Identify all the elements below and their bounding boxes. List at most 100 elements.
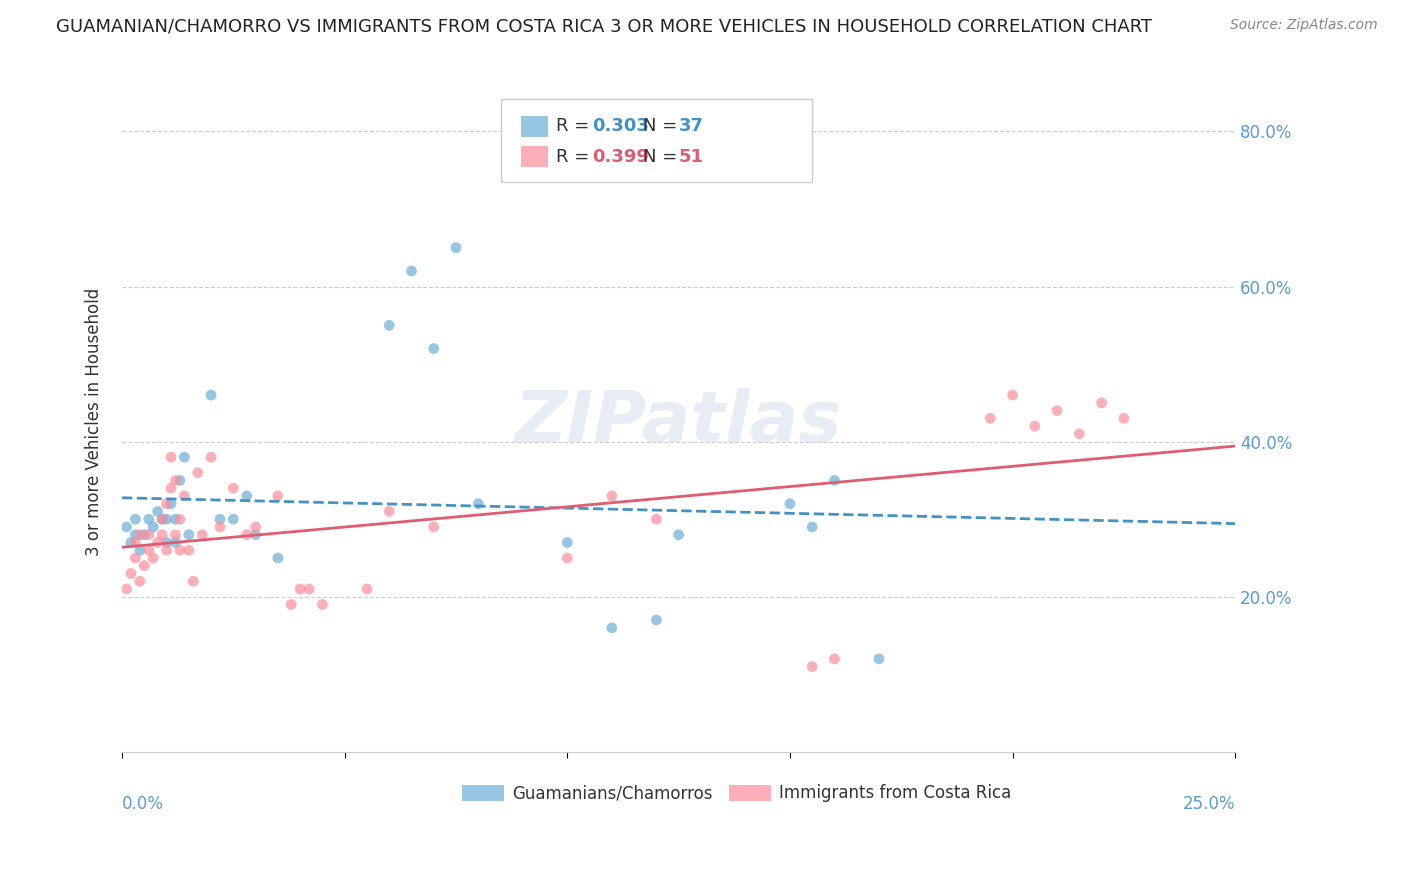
Point (146, 535, 169, 549)
Point (165, 527, 187, 541)
Point (1046, 403, 1069, 417)
Text: 0.399: 0.399 (592, 147, 648, 166)
Point (191, 527, 214, 541)
Point (298, 582, 321, 596)
Y-axis label: 3 or more Vehicles in Household: 3 or more Vehicles in Household (86, 288, 103, 557)
Text: R =: R = (557, 147, 595, 166)
Point (600, 621, 623, 635)
Point (124, 512, 146, 526)
Point (979, 411, 1001, 425)
Point (177, 543, 200, 558)
Point (200, 450, 222, 465)
Point (169, 543, 191, 558)
Point (128, 543, 150, 558)
Point (165, 512, 187, 526)
Point (422, 342, 444, 356)
Point (150, 512, 173, 526)
Point (138, 512, 160, 526)
Point (1112, 411, 1135, 425)
Point (173, 489, 195, 503)
Point (222, 512, 245, 526)
Point (150, 512, 173, 526)
Point (169, 512, 191, 526)
Point (824, 474, 846, 488)
Point (146, 504, 169, 518)
Point (160, 497, 183, 511)
Point (444, 241, 467, 255)
Point (177, 527, 200, 541)
Point (124, 551, 146, 566)
Point (645, 512, 668, 526)
Point (134, 558, 156, 573)
Point (165, 535, 187, 549)
Point (169, 474, 191, 488)
Point (668, 527, 690, 541)
Point (165, 474, 187, 488)
Point (124, 527, 146, 541)
Point (200, 388, 222, 402)
Point (555, 535, 578, 549)
Point (356, 582, 378, 596)
Point (142, 520, 165, 534)
Point (267, 489, 290, 503)
Point (245, 520, 267, 534)
Point (120, 535, 142, 549)
Point (128, 574, 150, 589)
Point (222, 481, 245, 495)
Point (150, 527, 173, 541)
Point (235, 527, 257, 541)
Point (801, 659, 824, 673)
Point (1024, 419, 1046, 434)
Point (160, 481, 183, 495)
Text: 0.303: 0.303 (592, 117, 648, 136)
Point (142, 551, 165, 566)
Point (779, 497, 801, 511)
Point (378, 504, 401, 518)
Text: 0.0%: 0.0% (122, 795, 165, 813)
Point (155, 512, 177, 526)
Point (134, 527, 156, 541)
Text: 25.0%: 25.0% (1182, 795, 1236, 813)
Point (868, 652, 890, 666)
Text: 51: 51 (679, 147, 703, 166)
Point (155, 535, 177, 549)
Point (115, 582, 138, 596)
Point (173, 450, 195, 465)
Point (1001, 388, 1024, 402)
FancyBboxPatch shape (520, 146, 548, 167)
Point (245, 527, 267, 541)
FancyBboxPatch shape (501, 99, 813, 182)
Point (311, 598, 333, 612)
Text: R =: R = (557, 117, 595, 136)
Point (467, 497, 489, 511)
Point (155, 497, 177, 511)
Point (422, 520, 444, 534)
Point (187, 466, 209, 480)
Point (378, 318, 401, 333)
FancyBboxPatch shape (520, 116, 548, 136)
Point (115, 520, 138, 534)
Point (1091, 396, 1114, 410)
Point (824, 652, 846, 666)
Point (160, 450, 183, 465)
Point (288, 582, 311, 596)
Point (235, 489, 257, 503)
Text: Source: ZipAtlas.com: Source: ZipAtlas.com (1230, 18, 1378, 32)
Point (600, 489, 623, 503)
Point (155, 543, 177, 558)
Point (645, 613, 668, 627)
Point (1069, 426, 1091, 441)
Text: Immigrants from Costa Rica: Immigrants from Costa Rica (779, 784, 1011, 803)
Point (267, 551, 290, 566)
Point (181, 574, 204, 589)
Point (555, 551, 578, 566)
Point (138, 543, 160, 558)
Text: 37: 37 (679, 117, 703, 136)
Point (801, 520, 824, 534)
Point (138, 527, 160, 541)
Point (401, 264, 423, 278)
Text: N =: N = (643, 117, 683, 136)
Point (280, 598, 302, 612)
FancyBboxPatch shape (728, 785, 770, 801)
Point (208, 512, 231, 526)
